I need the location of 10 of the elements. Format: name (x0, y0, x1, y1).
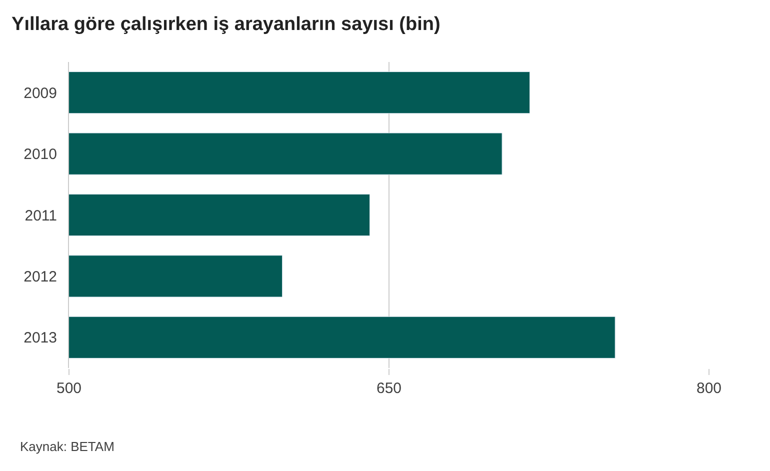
x-tick-label: 800 (696, 380, 722, 397)
chart-title: Yıllara göre çalışırken iş arayanların sayısı (bin) (12, 14, 440, 35)
y-tick-label: 2013 (24, 330, 57, 347)
text: Kaynak: BETAM (20, 439, 114, 454)
y-tick-label: 2009 (24, 84, 57, 102)
y-tick-label: 2011 (24, 207, 57, 224)
y-tick-label: 2012 (24, 268, 57, 286)
x-tick-label: 650 (376, 380, 402, 397)
x-tick-label: 500 (56, 380, 82, 397)
y-tick-label: 2010 (24, 146, 57, 164)
